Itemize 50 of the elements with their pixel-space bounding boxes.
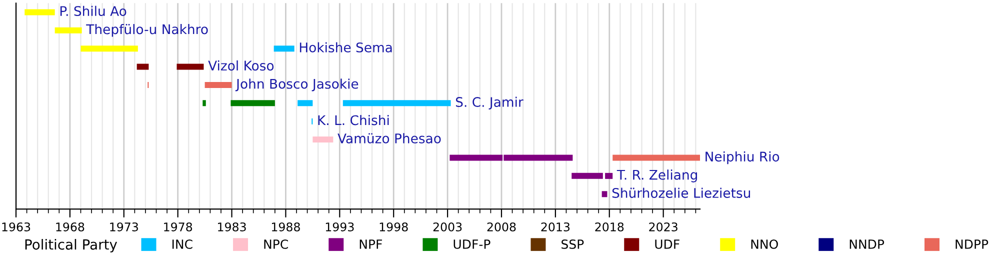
bar [202,100,206,106]
bar [572,172,603,179]
bar [80,46,138,52]
x-tick-label: 1983 [218,222,246,232]
x-tick-label: 1998 [380,222,408,232]
bar [136,64,149,70]
legend-label: NPC [264,239,288,249]
legend-label: NPF [360,240,382,249]
x-tick-label: 2018 [595,222,624,232]
legend-label: UDF-P [454,240,490,249]
legend-label: SSP [562,239,584,249]
legend-label: UDF [655,240,680,249]
annotation: John Bosco Jasokie [235,78,358,92]
legend-label: NNDP [850,240,884,249]
x-tick-label: 1963 [2,222,30,232]
bar [342,100,451,106]
x-tick-label: 2013 [541,222,570,232]
annotation: Vizol Koso [208,60,274,71]
bar [54,27,82,34]
x-tick-label: 1968 [56,222,84,232]
annotation: T. R. Zeliang [616,170,697,182]
bar [24,9,55,16]
annotation: Thepfülo-u Nakhro [86,24,208,37]
x-tick-label: 2008 [487,222,516,232]
annotation: Vamüzo Phesao [338,133,441,144]
x-tick-label: 1973 [110,222,138,232]
annotation: P. Shilu Ao [60,6,126,16]
bar [230,100,275,106]
bar [312,136,334,143]
annotation: S. C. Jamir [456,96,524,110]
bar [602,191,608,198]
annotation: Shürhozelie Liezietsu [612,188,750,198]
bar [204,82,232,88]
bar [298,100,313,106]
legend-label: NNO [751,239,778,249]
annotation: Hokishe Sema [300,42,392,52]
bar [612,154,700,161]
text: Neiphiu Rio [706,151,780,164]
annotation: K. L. Chishi [318,114,389,126]
x-tick-label: 1978 [164,222,192,232]
bar [176,64,204,70]
legend-label: INC [172,239,192,249]
bar [274,46,294,52]
x-tick-label: 2023 [649,222,678,232]
x-tick-label: 2003 [433,222,462,232]
bar [605,172,613,179]
legend-label: NDPP [956,240,988,249]
x-tick-label: 1993 [326,222,354,232]
x-tick-label: 1988 [272,222,300,232]
legend-title: Political Party [25,238,118,252]
